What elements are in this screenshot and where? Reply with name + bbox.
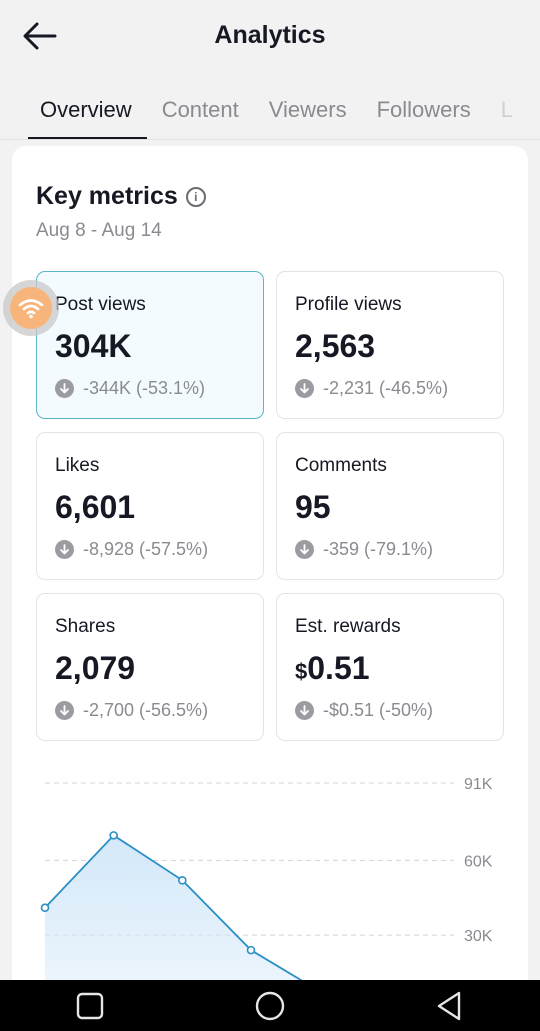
- floating-wifi-button[interactable]: [3, 280, 59, 336]
- system-navigation-bar: [0, 980, 540, 1031]
- metric-change: -359 (-79.1%): [295, 539, 433, 560]
- metric-value: 95: [295, 489, 331, 525]
- metric-change-text: -344K (-53.1%): [83, 378, 206, 398]
- date-range: Aug 8 - Aug 14: [36, 220, 162, 241]
- back-button[interactable]: [22, 18, 62, 54]
- metric-label: Shares: [55, 616, 116, 637]
- metric-change-text: -2,231 (-46.5%): [323, 378, 449, 398]
- metric-label: Est. rewards: [295, 616, 401, 637]
- recent-apps-button[interactable]: [73, 989, 107, 1023]
- tab-viewers[interactable]: Viewers: [268, 97, 347, 122]
- info-icon[interactable]: i: [185, 186, 206, 207]
- metric-change: -2,700 (-56.5%): [55, 700, 208, 721]
- metric-change: -8,928 (-57.5%): [55, 539, 208, 560]
- key-metrics-title: Key metrics: [36, 182, 178, 210]
- wifi-icon: [10, 287, 52, 329]
- page-title: Analytics: [214, 21, 326, 49]
- arrow-down-circle-icon: [55, 540, 74, 559]
- metric-label: Likes: [55, 455, 100, 476]
- metric-change-text: -359 (-79.1%): [323, 539, 434, 559]
- metric-value: $0.51: [295, 650, 370, 687]
- tab-overview[interactable]: Overview: [0, 86, 147, 139]
- tab-followers[interactable]: Followers: [376, 97, 471, 122]
- arrow-down-circle-icon: [55, 701, 74, 720]
- tab-more[interactable]: L: [500, 97, 513, 122]
- metric-label: Comments: [295, 455, 387, 476]
- metric-label: Profile views: [295, 294, 402, 315]
- data-point[interactable]: [246, 945, 256, 955]
- data-point[interactable]: [40, 903, 50, 913]
- metric-change-text: -8,928 (-57.5%): [83, 539, 209, 559]
- y-tick-label: 91K: [464, 776, 493, 793]
- post-views-chart: 91K 60K 30K: [40, 776, 493, 1006]
- header: Analytics: [0, 0, 540, 76]
- metric-change: -344K (-53.1%): [55, 378, 205, 399]
- data-point[interactable]: [109, 831, 118, 840]
- arrow-down-circle-icon: [295, 540, 314, 559]
- square-icon: [76, 992, 104, 1020]
- y-tick-label: 30K: [464, 928, 493, 945]
- metric-change-text: -$0.51 (-50%): [323, 700, 434, 720]
- back-nav-button[interactable]: [432, 989, 466, 1023]
- arrow-down-circle-icon: [55, 379, 74, 398]
- metric-value-number: 0.51: [307, 650, 370, 686]
- arrow-down-circle-icon: [295, 379, 314, 398]
- metric-value: 2,079: [55, 650, 136, 686]
- home-button[interactable]: [253, 989, 287, 1023]
- metric-change-text: -2,700 (-56.5%): [83, 700, 209, 720]
- data-point[interactable]: [178, 875, 187, 885]
- y-tick-label: 60K: [464, 853, 493, 870]
- circle-icon: [255, 991, 285, 1021]
- metric-value: 304K: [55, 328, 132, 364]
- currency-symbol: $: [295, 659, 308, 684]
- area-fill: [45, 835, 457, 1006]
- arrow-left-icon: [23, 22, 57, 50]
- metric-comments[interactable]: Comments 95 -359 (-79.1%): [276, 432, 504, 580]
- triangle-back-icon: [437, 991, 461, 1021]
- arrow-down-circle-icon: [295, 701, 314, 720]
- metric-shares[interactable]: Shares 2,079 -2,700 (-56.5%): [36, 593, 264, 741]
- key-metrics-header: Key metrics i: [36, 182, 206, 211]
- metric-label: Post views: [55, 294, 146, 315]
- tab-content[interactable]: Content: [161, 97, 239, 122]
- metric-post-views[interactable]: Post views 304K -344K (-53.1%): [36, 271, 264, 419]
- metric-value: 2,563: [295, 328, 376, 364]
- metric-est-rewards[interactable]: Est. rewards $0.51 -$0.51 (-50%): [276, 593, 504, 741]
- metric-value: 6,601: [55, 489, 136, 525]
- tab-bar: Overview Content Viewers Followers L: [0, 86, 540, 140]
- metric-likes[interactable]: Likes 6,601 -8,928 (-57.5%): [36, 432, 264, 580]
- metric-change: -$0.51 (-50%): [295, 700, 433, 721]
- key-metrics-card: Key metrics i Aug 8 - Aug 14 Post views …: [12, 146, 528, 1006]
- metric-profile-views[interactable]: Profile views 2,563 -2,231 (-46.5%): [276, 271, 504, 419]
- metric-change: -2,231 (-46.5%): [295, 378, 448, 399]
